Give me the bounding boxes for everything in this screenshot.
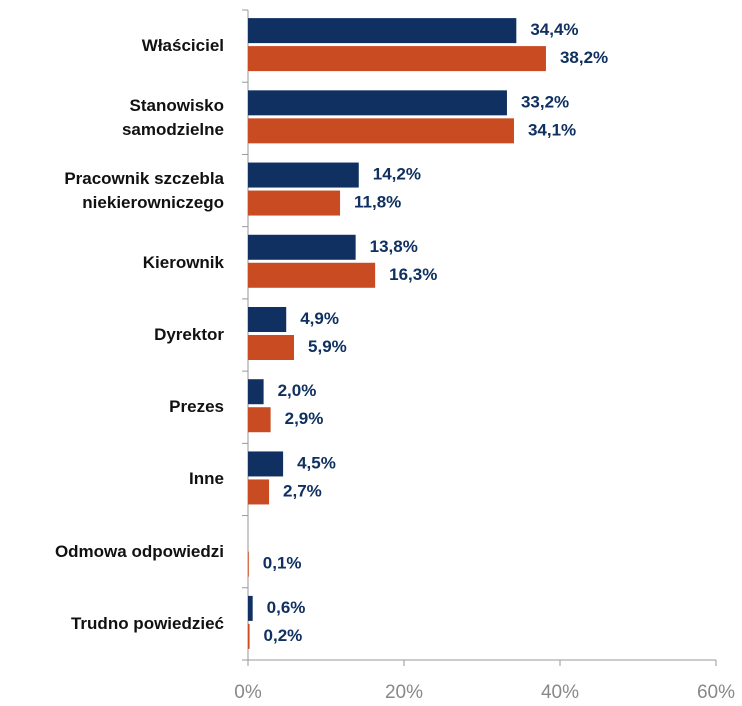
category-label: Inne <box>189 469 224 489</box>
bar <box>248 190 341 216</box>
bar <box>248 479 270 505</box>
category-label: Właściciel <box>141 36 224 56</box>
value-label: 5,9% <box>308 337 347 356</box>
bar <box>248 335 295 360</box>
bar <box>248 18 517 44</box>
value-label: 0,6% <box>267 598 306 617</box>
bar <box>248 162 359 188</box>
value-label: 14,2% <box>373 165 421 184</box>
bar <box>248 262 376 288</box>
category-label: Stanowisko samodzielne <box>121 96 224 140</box>
bar <box>248 234 356 260</box>
value-label: 33,2% <box>521 92 569 111</box>
x-tick-label: 60% <box>697 682 735 703</box>
bar <box>248 379 264 405</box>
bar <box>248 595 253 621</box>
category-label: Kierownik <box>142 252 224 272</box>
bar <box>248 46 546 72</box>
value-label: 34,1% <box>528 120 576 139</box>
bar <box>248 307 287 332</box>
value-label: 4,5% <box>297 453 336 472</box>
x-tick-label: 0% <box>234 682 262 703</box>
value-label: 38,2% <box>560 48 608 67</box>
value-label: 13,8% <box>370 237 418 256</box>
value-label: 11,8% <box>354 193 401 212</box>
value-label: 0,1% <box>263 554 302 573</box>
bar <box>248 623 250 649</box>
category-label: Odmowa odpowiedzi <box>54 541 224 561</box>
category-label: Trudno powiedzieć <box>70 613 224 633</box>
bar <box>248 407 271 433</box>
bar <box>248 90 507 116</box>
category-label: Dyrektor <box>154 325 224 344</box>
value-label: 2,7% <box>283 481 322 500</box>
category-label: Pracownik szczebla niekierowniczego <box>64 168 224 212</box>
x-tick-label: 20% <box>385 682 423 703</box>
value-label: 4,9% <box>300 309 339 328</box>
value-label: 2,9% <box>285 409 324 428</box>
value-label: 2,0% <box>278 381 317 400</box>
value-label: 0,2% <box>264 626 303 645</box>
bar <box>248 118 514 144</box>
value-label: 16,3% <box>389 265 437 284</box>
value-label: 34,4% <box>530 20 578 39</box>
x-tick-label: 40% <box>541 682 579 703</box>
category-label: Prezes <box>169 397 224 417</box>
bar <box>248 451 284 477</box>
bar <box>248 551 249 577</box>
